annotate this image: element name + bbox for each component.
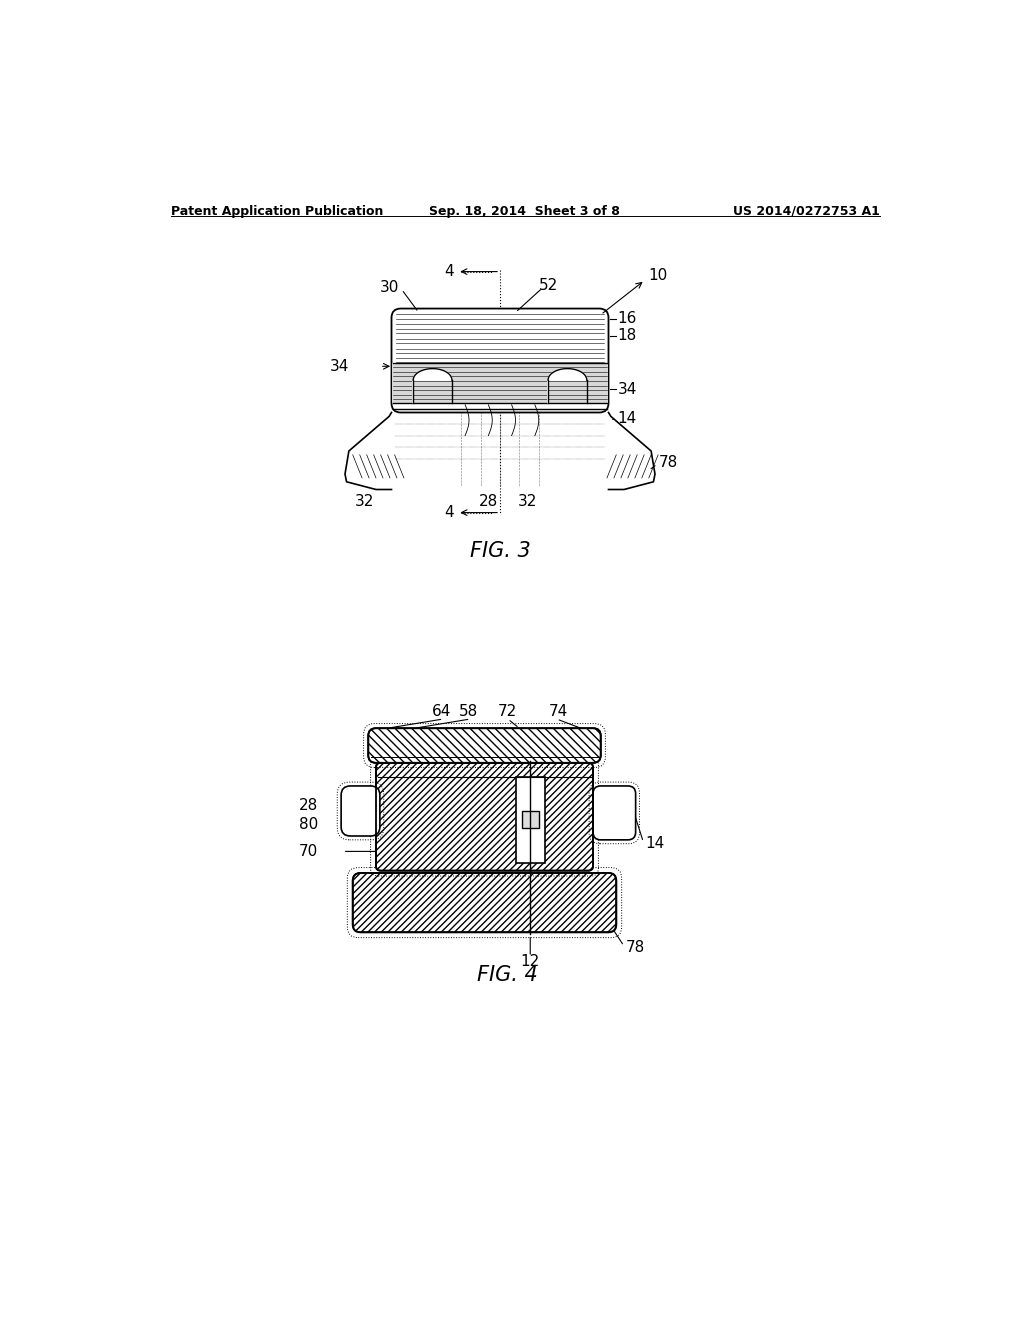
Text: 16: 16 — [617, 312, 637, 326]
Text: 70: 70 — [299, 843, 317, 859]
Text: 18: 18 — [617, 327, 637, 343]
Text: 74: 74 — [549, 704, 567, 719]
Text: 14: 14 — [645, 836, 665, 851]
Polygon shape — [414, 368, 452, 404]
FancyBboxPatch shape — [376, 763, 593, 871]
Polygon shape — [548, 368, 587, 404]
FancyBboxPatch shape — [391, 309, 608, 412]
Text: 34: 34 — [330, 359, 349, 374]
Text: 28: 28 — [479, 494, 498, 508]
Text: 14: 14 — [617, 411, 637, 426]
Text: 78: 78 — [626, 940, 645, 956]
Text: 34: 34 — [617, 381, 637, 397]
FancyBboxPatch shape — [352, 873, 616, 932]
Text: 4: 4 — [443, 506, 454, 520]
Text: Sep. 18, 2014  Sheet 3 of 8: Sep. 18, 2014 Sheet 3 of 8 — [429, 205, 621, 218]
FancyBboxPatch shape — [593, 785, 636, 840]
Text: 32: 32 — [354, 494, 374, 508]
Text: FIG. 3: FIG. 3 — [470, 541, 530, 561]
Text: 10: 10 — [649, 268, 668, 282]
Text: FIG. 4: FIG. 4 — [477, 965, 539, 985]
Text: 64: 64 — [432, 704, 452, 719]
Text: 28: 28 — [299, 797, 317, 813]
Text: Patent Application Publication: Patent Application Publication — [171, 205, 383, 218]
Bar — [392, 363, 607, 404]
Text: 58: 58 — [460, 704, 478, 719]
Text: 30: 30 — [380, 280, 399, 296]
Bar — [515, 776, 545, 863]
Polygon shape — [608, 412, 655, 490]
Text: 32: 32 — [517, 494, 537, 508]
Polygon shape — [345, 412, 391, 490]
Text: 78: 78 — [658, 455, 678, 470]
FancyBboxPatch shape — [341, 785, 380, 836]
Text: 72: 72 — [498, 704, 517, 719]
FancyBboxPatch shape — [369, 729, 601, 763]
Bar — [521, 812, 539, 829]
Text: 12: 12 — [520, 954, 540, 969]
Text: 4: 4 — [443, 264, 454, 279]
Text: 52: 52 — [539, 279, 558, 293]
Text: 80: 80 — [299, 817, 317, 832]
Text: US 2014/0272753 A1: US 2014/0272753 A1 — [733, 205, 880, 218]
